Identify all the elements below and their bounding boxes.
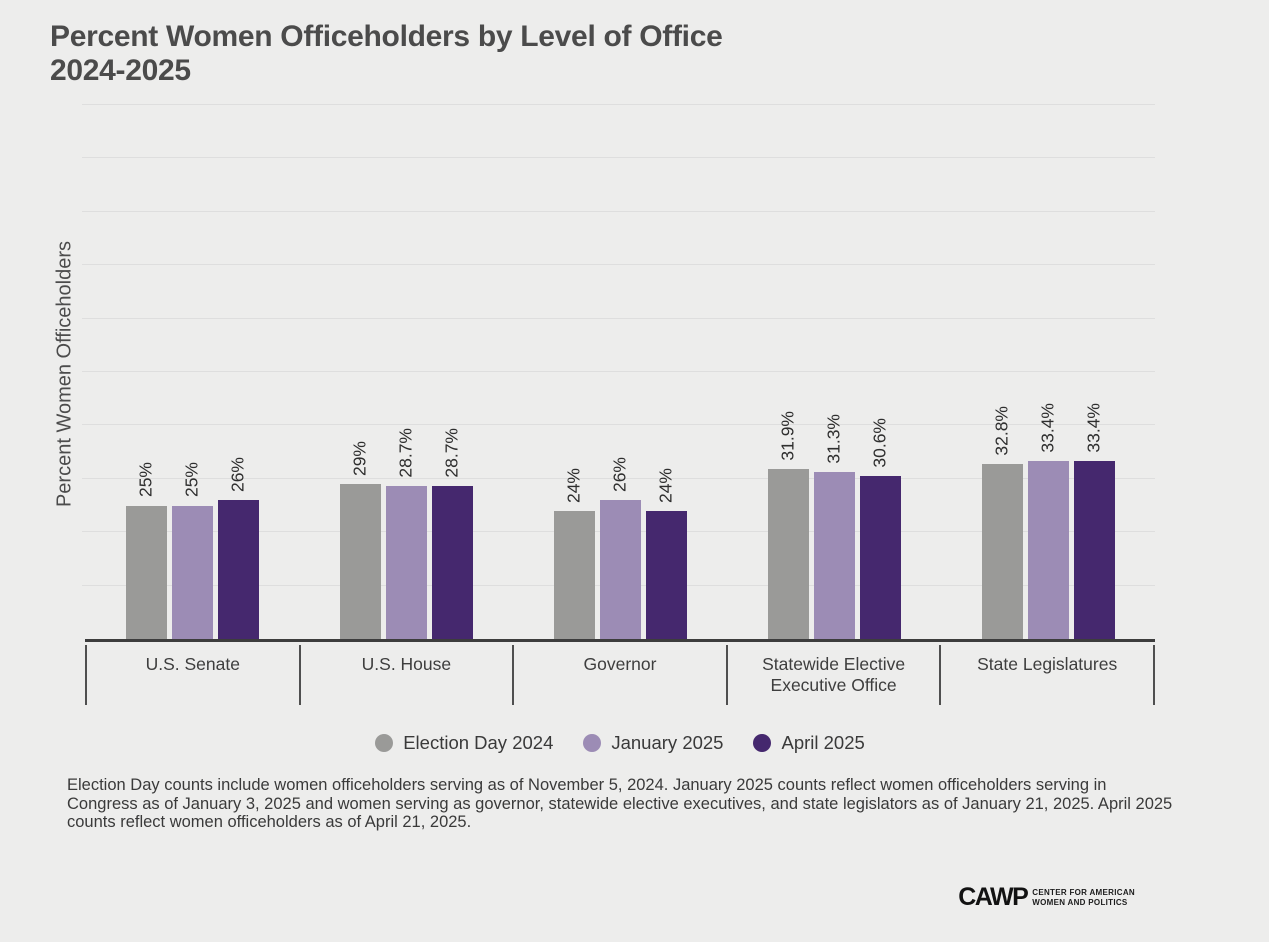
- bar: 24%: [553, 468, 595, 639]
- y-axis-label: Percent Women Officeholders: [53, 240, 76, 508]
- legend-item: January 2025: [583, 732, 723, 754]
- page-title: Percent Women Officeholders by Level of …: [50, 20, 723, 88]
- bar: 31.3%: [813, 414, 855, 639]
- legend-item: Election Day 2024: [375, 732, 553, 754]
- bar-value-label: 32.8%: [991, 406, 1012, 456]
- bar: 24%: [645, 468, 687, 639]
- bar-value-label: 30.6%: [869, 417, 890, 468]
- bar-group: 31.9% 31.3% 30.6%: [727, 105, 941, 639]
- bar-group: 32.8% 33.4% 33.4%: [941, 105, 1155, 639]
- bar: 33.4%: [1027, 403, 1069, 639]
- bar-value-label: 28.7%: [441, 428, 462, 478]
- bar-value-label: 33.4%: [1037, 403, 1058, 453]
- category-label: Statewide Elective Executive Office: [725, 645, 940, 705]
- gridline-60: [82, 317, 1155, 319]
- bar-group: 29% 28.7% 28.7%: [299, 105, 513, 639]
- chart-title-line2: 2024-2025: [50, 54, 191, 87]
- category-label: U.S. Senate: [85, 645, 299, 705]
- x-axis-category-labels: U.S. Senate U.S. House Governor Statewide E…: [85, 645, 1155, 705]
- bottom-white-strip: [0, 942, 1269, 949]
- cawp-logo-acronym: CAWP: [958, 883, 1029, 911]
- plot-area: 25% 25% 26% 29% 28.7% 28.7% 24% 26% 24% 31.9% 31.3…: [82, 104, 1155, 642]
- bar-groups: 25% 25% 26% 29% 28.7% 28.7% 24% 26% 24% 31.9% 31.3…: [85, 105, 1155, 639]
- bar-value-label: 24%: [655, 467, 676, 503]
- bar: 31.9%: [767, 411, 809, 639]
- bar-value-label: 31.9%: [777, 411, 798, 461]
- bar: 25%: [125, 462, 167, 639]
- legend-label: April 2025: [781, 732, 865, 753]
- bar-value-label: 25%: [135, 462, 156, 498]
- cawp-logo-text: CENTER FOR AMERICAN WOMEN AND POLITICS: [1032, 888, 1135, 907]
- legend-swatch-icon: [753, 734, 772, 752]
- legend: Election Day 2024 January 2025 April 2025: [85, 732, 1155, 754]
- legend-swatch-icon: [583, 734, 602, 752]
- legend-swatch-icon: [375, 734, 394, 752]
- bar-value-label: 24%: [563, 467, 584, 503]
- gridline-100: [82, 104, 1155, 105]
- bar: 28.7%: [431, 428, 473, 639]
- bar: 29%: [339, 441, 381, 639]
- legend-label: January 2025: [611, 732, 724, 753]
- bar: 26%: [217, 457, 259, 639]
- cawp-logo-text-line1: CENTER FOR AMERICAN: [1032, 888, 1135, 897]
- bar-value-label: 25%: [181, 462, 202, 498]
- bar: 26%: [599, 457, 641, 639]
- gridline-30: [82, 477, 1155, 479]
- bar-value-label: 31.3%: [823, 414, 844, 464]
- footnote-text: Election Day counts include women office…: [67, 776, 1173, 831]
- gridline-70: [82, 264, 1155, 266]
- bar-value-label: 29%: [349, 441, 370, 477]
- legend-label: Election Day 2024: [403, 732, 554, 753]
- bar: 33.4%: [1073, 403, 1115, 639]
- legend-item: April 2025: [753, 732, 865, 754]
- cawp-logo-text-line2: WOMEN AND POLITICS: [1032, 897, 1128, 907]
- gridline-80: [82, 210, 1155, 212]
- cawp-logo: CAWP CENTER FOR AMERICAN WOMEN AND POLIT…: [958, 883, 1135, 912]
- bar-group: 24% 26% 24%: [513, 105, 727, 639]
- category-label: Governor: [512, 645, 726, 705]
- chart-title-line1: Percent Women Officeholders by Level of …: [50, 20, 723, 53]
- bar: 28.7%: [385, 428, 427, 639]
- bar: 32.8%: [981, 406, 1023, 639]
- bar-value-label: 33.4%: [1083, 403, 1104, 453]
- bar-value-label: 26%: [609, 457, 630, 493]
- bar: 25%: [171, 462, 213, 639]
- gridline-50: [82, 371, 1155, 372]
- category-label: State Legislatures: [939, 645, 1155, 705]
- bar-value-label: 26%: [227, 457, 248, 493]
- bar-value-label: 28.7%: [395, 428, 416, 478]
- category-label: U.S. House: [298, 645, 513, 705]
- gridline-40: [82, 424, 1155, 426]
- bar-group: 25% 25% 26%: [85, 105, 299, 639]
- bar: 30.6%: [859, 418, 901, 639]
- gridline-90: [82, 157, 1155, 159]
